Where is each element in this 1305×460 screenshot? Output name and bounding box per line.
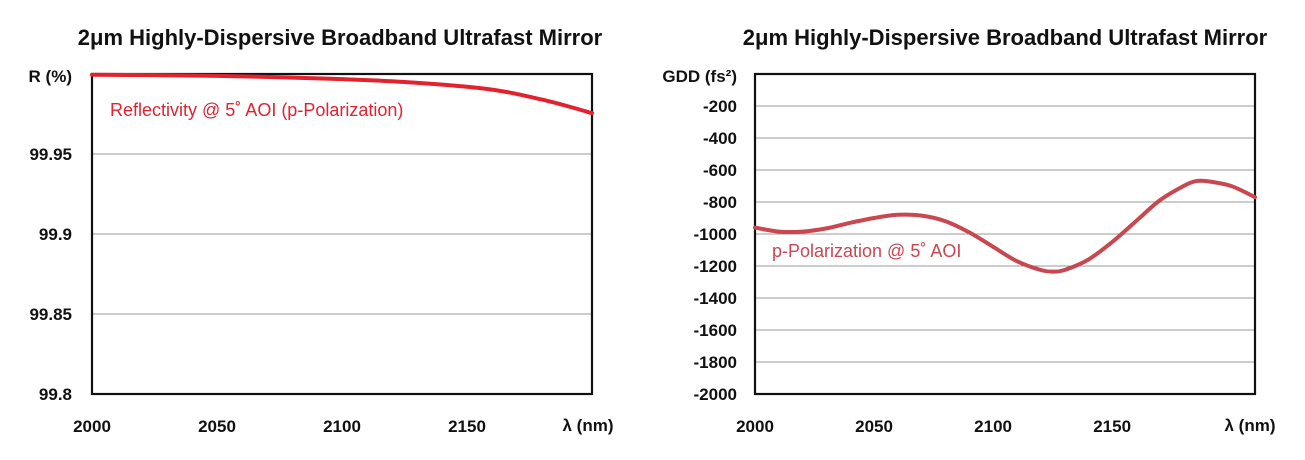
y-tick-label: -1200 bbox=[694, 257, 737, 276]
y-tick-label: -400 bbox=[703, 129, 737, 148]
plot-frame bbox=[90, 72, 594, 396]
y-tick-label: -1800 bbox=[694, 353, 737, 372]
x-tick-label: 2100 bbox=[974, 417, 1012, 436]
x-tick-label: 2150 bbox=[1093, 417, 1131, 436]
y-tick-label: 99.85 bbox=[29, 305, 72, 324]
y-axis-label: GDD (fs²) bbox=[662, 67, 737, 86]
y-tick-label: 99.9 bbox=[39, 225, 72, 244]
series-annotation: p-Polarization @ 5˚ AOI bbox=[772, 241, 961, 261]
x-tick-label: 2150 bbox=[448, 417, 486, 436]
x-tick-label: 2000 bbox=[73, 417, 111, 436]
y-tick-label: 99.8 bbox=[39, 385, 72, 404]
gdd-chart: 2μm Highly-Dispersive Broadband Ultrafas… bbox=[662, 25, 1275, 436]
y-tick-label: -1000 bbox=[694, 225, 737, 244]
y-tick-label: -2000 bbox=[694, 385, 737, 404]
y-axis-label: R (%) bbox=[29, 67, 72, 86]
y-tick-label: -200 bbox=[703, 97, 737, 116]
series-line bbox=[753, 178, 1257, 274]
series-annotation: Reflectivity @ 5˚ AOI (p-Polarization) bbox=[110, 100, 403, 120]
chart-title: 2μm Highly-Dispersive Broadband Ultrafas… bbox=[743, 25, 1268, 50]
y-tick-label: -1400 bbox=[694, 289, 737, 308]
x-tick-label: 2050 bbox=[855, 417, 893, 436]
x-tick-label: 2050 bbox=[198, 417, 236, 436]
reflectivity-chart: 2μm Highly-Dispersive Broadband Ultrafas… bbox=[29, 25, 614, 436]
y-tick-label: -600 bbox=[703, 161, 737, 180]
y-tick-label: -800 bbox=[703, 193, 737, 212]
chart-title: 2μm Highly-Dispersive Broadband Ultrafas… bbox=[78, 25, 603, 50]
x-axis-label: λ (nm) bbox=[1225, 416, 1276, 435]
x-axis-label: λ (nm) bbox=[563, 416, 614, 435]
plot-frame bbox=[753, 72, 1257, 396]
y-tick-label: -1600 bbox=[694, 321, 737, 340]
x-tick-label: 2100 bbox=[323, 417, 361, 436]
y-tick-label: 99.95 bbox=[29, 145, 72, 164]
x-tick-label: 2000 bbox=[736, 417, 774, 436]
series-line bbox=[90, 72, 594, 116]
